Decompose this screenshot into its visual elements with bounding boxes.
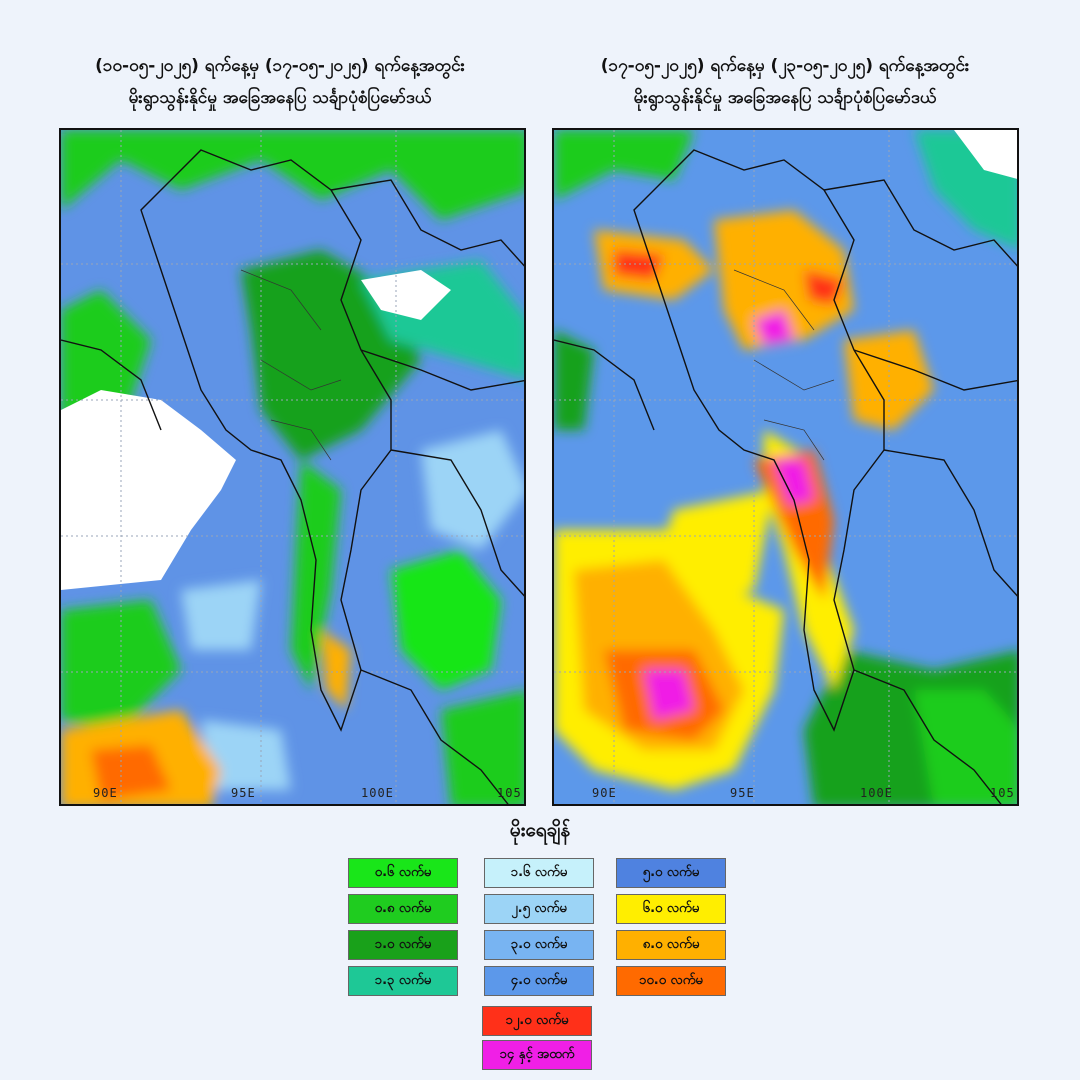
legend-swatch: ၀.၆ လက်မ [348,858,458,888]
legend-swatch: ၅.၀ လက်မ [616,858,726,888]
legend-swatch: ၃.၀ လက်မ [484,930,594,960]
legend-title: မိုးရေချိန် [509,819,571,841]
lon-tick-100e: 100E [361,786,394,800]
lon-tick-90e: 90E [592,786,617,800]
legend-swatch: ၁၀.၀ လက်မ [616,966,726,996]
lon-tick-100e: 100E [860,786,893,800]
right-title-line1: (၁၇-၀၅-၂၀၂၅) ရက်နေ့မှ (၂၃-၀၅-၂၀၂၅) ရက်နေ… [600,56,970,76]
left-title-line1: (၁၀-၀၅-၂၀၂၅) ရက်နေ့မှ (၁၇-၀၅-၂၀၂၅) ရက်နေ… [95,56,465,76]
lon-tick-105: 105 [990,786,1015,800]
left-title-line2: မိုးရွာသွန်းနိုင်မှု အခြေအနေပြ သင်္ချာပု… [128,88,432,108]
legend-swatch: ၂.၅ လက်မ [484,894,594,924]
right-rainfall-map: 90E 95E 100E 105 [552,128,1019,806]
lon-tick-105: 105 [497,786,522,800]
legend-swatch: ၁၂.၀ လက်မ [482,1006,592,1036]
lon-tick-95e: 95E [231,786,256,800]
left-map-title: (၁၀-၀၅-၂၀၂၅) ရက်နေ့မှ (၁၇-၀၅-၂၀၂၅) ရက်နေ… [30,50,530,114]
right-title-line2: မိုးရွာသွန်းနိုင်မှု အခြေအနေပြ သင်္ချာပု… [633,88,937,108]
right-map-graphic [554,130,1017,804]
right-map-title: (၁၇-၀၅-၂၀၂၅) ရက်နေ့မှ (၂၃-၀၅-၂၀၂၅) ရက်နေ… [535,50,1035,114]
left-map-graphic [61,130,524,804]
legend-swatch: ၆.၀ လက်မ [616,894,726,924]
legend-swatch: ၁.၃ လက်မ [348,966,458,996]
legend-swatch: ၀.၈ လက်မ [348,894,458,924]
lon-tick-90e: 90E [93,786,118,800]
legend-swatch: ၁၄ နှင့် အထက် [482,1040,592,1070]
legend-swatch: ၁.၀ လက်မ [348,930,458,960]
legend-swatch: ၄.၀ လက်မ [484,966,594,996]
legend-swatch: ၁.၆ လက်မ [484,858,594,888]
legend-swatch: ၈.၀ လက်မ [616,930,726,960]
lon-tick-95e: 95E [730,786,755,800]
left-rainfall-map: 90E 95E 100E 105 [59,128,526,806]
